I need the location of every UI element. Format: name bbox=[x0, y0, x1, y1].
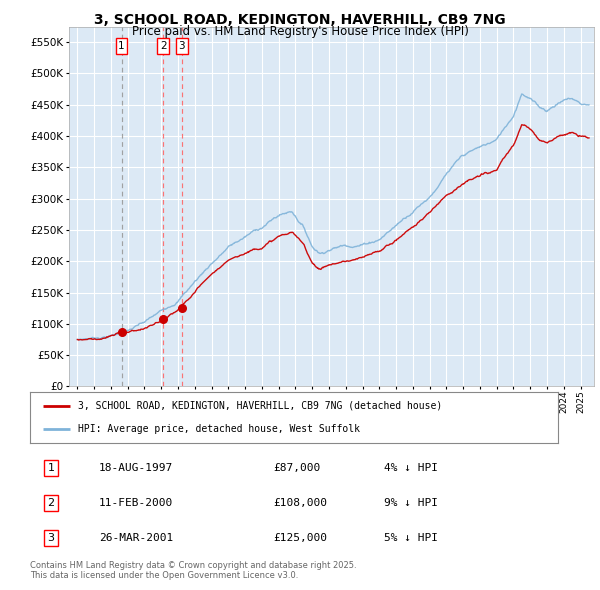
Text: 3: 3 bbox=[47, 533, 55, 543]
Text: 5% ↓ HPI: 5% ↓ HPI bbox=[384, 533, 438, 543]
Text: 2: 2 bbox=[47, 498, 55, 508]
Text: 9% ↓ HPI: 9% ↓ HPI bbox=[384, 498, 438, 508]
Text: 18-AUG-1997: 18-AUG-1997 bbox=[98, 463, 173, 473]
Text: 3: 3 bbox=[179, 41, 185, 51]
Text: 1: 1 bbox=[118, 41, 125, 51]
Text: 26-MAR-2001: 26-MAR-2001 bbox=[98, 533, 173, 543]
Text: Contains HM Land Registry data © Crown copyright and database right 2025.
This d: Contains HM Land Registry data © Crown c… bbox=[30, 560, 356, 580]
Text: 4% ↓ HPI: 4% ↓ HPI bbox=[384, 463, 438, 473]
Text: £108,000: £108,000 bbox=[273, 498, 327, 508]
Text: Price paid vs. HM Land Registry's House Price Index (HPI): Price paid vs. HM Land Registry's House … bbox=[131, 25, 469, 38]
Text: £87,000: £87,000 bbox=[273, 463, 320, 473]
Text: 3, SCHOOL ROAD, KEDINGTON, HAVERHILL, CB9 7NG (detached house): 3, SCHOOL ROAD, KEDINGTON, HAVERHILL, CB… bbox=[77, 401, 442, 411]
Text: £125,000: £125,000 bbox=[273, 533, 327, 543]
Text: 2: 2 bbox=[160, 41, 167, 51]
Text: 1: 1 bbox=[47, 463, 55, 473]
Text: HPI: Average price, detached house, West Suffolk: HPI: Average price, detached house, West… bbox=[77, 424, 359, 434]
Text: 11-FEB-2000: 11-FEB-2000 bbox=[98, 498, 173, 508]
Text: 3, SCHOOL ROAD, KEDINGTON, HAVERHILL, CB9 7NG: 3, SCHOOL ROAD, KEDINGTON, HAVERHILL, CB… bbox=[94, 13, 506, 27]
